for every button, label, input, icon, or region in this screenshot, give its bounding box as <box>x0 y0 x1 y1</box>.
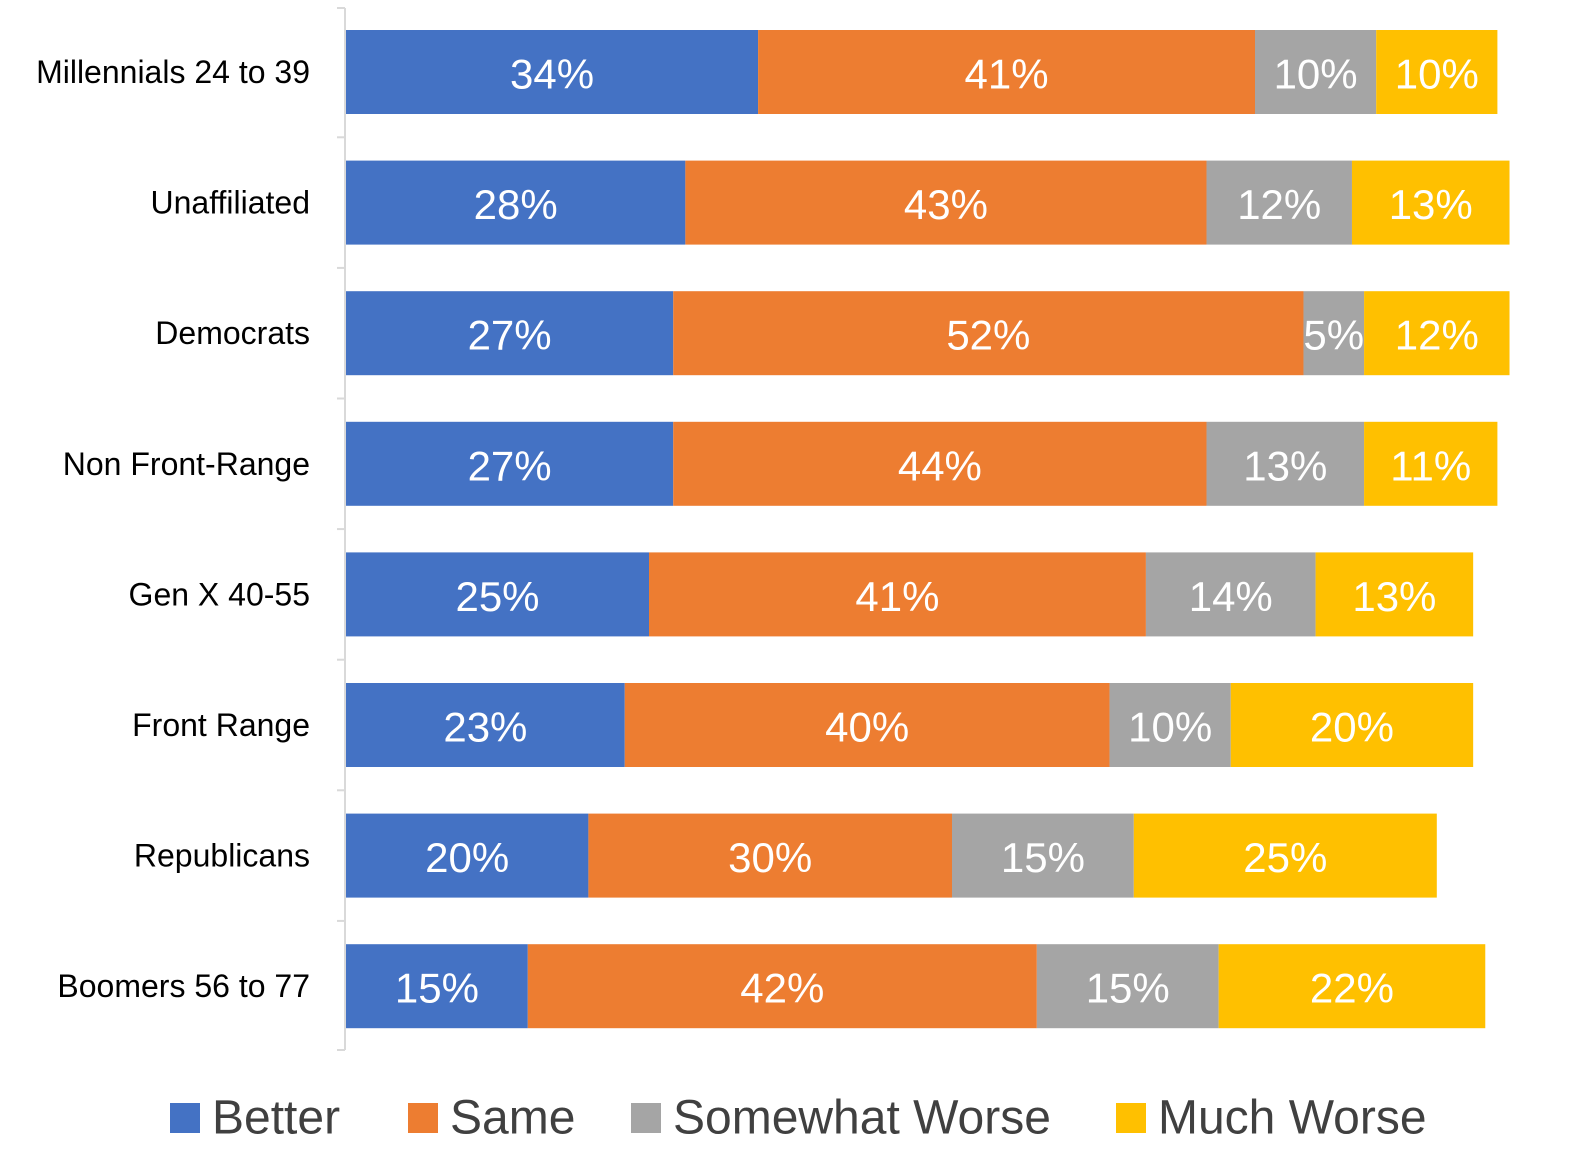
legend-label-somewhat-worse: Somewhat Worse <box>673 1092 1051 1145</box>
category-label-democrats: Democrats <box>155 315 310 351</box>
data-label-much-worse-unaffiliated: 13% <box>1389 181 1473 228</box>
bar-somewhat-worse-democrats <box>1303 291 1365 376</box>
data-label-same-front-range: 40% <box>825 704 909 751</box>
bar-better-boomers-56-to-77 <box>346 944 528 1029</box>
legend-label-much-worse: Much Worse <box>1158 1092 1427 1145</box>
data-label-somewhat-worse-republicans: 15% <box>1001 834 1085 881</box>
bar-much-worse-democrats <box>1364 291 1510 376</box>
data-label-better-democrats: 27% <box>468 312 552 359</box>
bar-same-democrats <box>673 291 1304 376</box>
data-label-better-boomers-56-to-77: 15% <box>395 965 479 1012</box>
legend: Better Same Somewhat Worse Much Worse <box>170 1092 1427 1145</box>
legend-item-better: Better <box>170 1092 340 1145</box>
data-label-somewhat-worse-gen-x-40-55: 14% <box>1189 573 1273 620</box>
bar-same-front-range <box>624 683 1110 767</box>
category-label-republicans: Republicans <box>134 838 310 874</box>
data-label-better-unaffiliated: 28% <box>474 181 558 228</box>
bar-much-worse-front-range <box>1230 683 1474 767</box>
data-label-same-millennials-24-to-39: 41% <box>965 51 1049 98</box>
bar-same-republicans <box>588 813 952 898</box>
bar-much-worse-boomers-56-to-77 <box>1218 944 1486 1029</box>
data-label-better-front-range: 23% <box>443 704 527 751</box>
bar-same-millennials-24-to-39 <box>758 30 1255 114</box>
data-label-better-republicans: 20% <box>425 834 509 881</box>
data-label-much-worse-non-front-range: 11% <box>1390 442 1471 489</box>
data-label-better-gen-x-40-55: 25% <box>455 573 539 620</box>
data-label-somewhat-worse-front-range: 10% <box>1128 704 1212 751</box>
bar-better-gen-x-40-55 <box>346 552 649 637</box>
legend-item-much-worse: Much Worse <box>1116 1092 1427 1145</box>
category-label-non-front-range: Non Front-Range <box>63 446 310 482</box>
category-label-gen-x-40-55: Gen X 40-55 <box>129 576 310 612</box>
data-label-somewhat-worse-boomers-56-to-77: 15% <box>1086 965 1170 1012</box>
bar-much-worse-republicans <box>1133 813 1437 898</box>
category-label-millennials-24-to-39: Millennials 24 to 39 <box>36 54 310 90</box>
bars-layer <box>346 30 1510 1029</box>
category-label-unaffiliated: Unaffiliated <box>150 185 310 221</box>
bar-same-unaffiliated <box>685 160 1207 245</box>
legend-swatch-somewhat-worse <box>631 1103 661 1133</box>
bar-much-worse-non-front-range <box>1364 421 1498 506</box>
axis-layer <box>337 7 346 1051</box>
bar-somewhat-worse-front-range <box>1109 683 1231 767</box>
legend-swatch-much-worse <box>1116 1103 1146 1133</box>
category-label-boomers-56-to-77: Boomers 56 to 77 <box>57 968 310 1004</box>
bar-same-gen-x-40-55 <box>649 552 1146 637</box>
bar-better-front-range <box>346 683 625 767</box>
bar-somewhat-worse-boomers-56-to-77 <box>1036 944 1219 1029</box>
data-label-same-democrats: 52% <box>946 312 1030 359</box>
legend-item-somewhat-worse: Somewhat Worse <box>631 1092 1051 1145</box>
legend-swatch-same <box>408 1103 438 1133</box>
bar-better-millennials-24-to-39 <box>346 30 759 114</box>
bar-same-boomers-56-to-77 <box>527 944 1037 1029</box>
data-label-much-worse-front-range: 20% <box>1310 704 1394 751</box>
data-label-same-unaffiliated: 43% <box>904 181 988 228</box>
bar-much-worse-gen-x-40-55 <box>1315 552 1474 637</box>
data-label-better-non-front-range: 27% <box>468 442 552 489</box>
data-label-same-gen-x-40-55: 41% <box>855 573 939 620</box>
labels-layer: Millennials 24 to 39 34% 41% 10% 10% Unaffili… <box>36 51 1479 1012</box>
bar-much-worse-millennials-24-to-39 <box>1376 30 1498 114</box>
data-label-much-worse-republicans: 25% <box>1243 834 1327 881</box>
bar-somewhat-worse-non-front-range <box>1206 421 1365 506</box>
data-label-better-millennials-24-to-39: 34% <box>510 51 594 98</box>
bar-better-non-front-range <box>346 421 674 506</box>
bar-somewhat-worse-gen-x-40-55 <box>1145 552 1316 637</box>
data-label-much-worse-boomers-56-to-77: 22% <box>1310 965 1394 1012</box>
bar-better-democrats <box>346 291 674 376</box>
data-label-much-worse-gen-x-40-55: 13% <box>1352 573 1436 620</box>
data-label-much-worse-millennials-24-to-39: 10% <box>1395 51 1479 98</box>
legend-swatch-better <box>170 1103 200 1133</box>
data-label-much-worse-democrats: 12% <box>1395 312 1479 359</box>
bar-somewhat-worse-millennials-24-to-39 <box>1255 30 1377 114</box>
bar-much-worse-unaffiliated <box>1351 160 1510 245</box>
bar-better-republicans <box>346 813 589 898</box>
data-label-somewhat-worse-unaffiliated: 12% <box>1237 181 1321 228</box>
data-label-somewhat-worse-non-front-range: 13% <box>1243 442 1327 489</box>
data-label-somewhat-worse-millennials-24-to-39: 10% <box>1274 51 1358 98</box>
data-label-same-republicans: 30% <box>728 834 812 881</box>
data-label-somewhat-worse-democrats: 5% <box>1303 312 1364 359</box>
data-label-same-non-front-range: 44% <box>898 442 982 489</box>
bar-somewhat-worse-republicans <box>952 813 1134 898</box>
legend-label-better: Better <box>212 1092 340 1145</box>
legend-item-same: Same <box>408 1092 575 1145</box>
category-label-front-range: Front Range <box>132 707 310 743</box>
bar-same-non-front-range <box>673 421 1207 506</box>
legend-label-same: Same <box>450 1092 575 1145</box>
bar-better-unaffiliated <box>346 160 686 245</box>
data-label-same-boomers-56-to-77: 42% <box>740 965 824 1012</box>
bar-somewhat-worse-unaffiliated <box>1206 160 1352 245</box>
